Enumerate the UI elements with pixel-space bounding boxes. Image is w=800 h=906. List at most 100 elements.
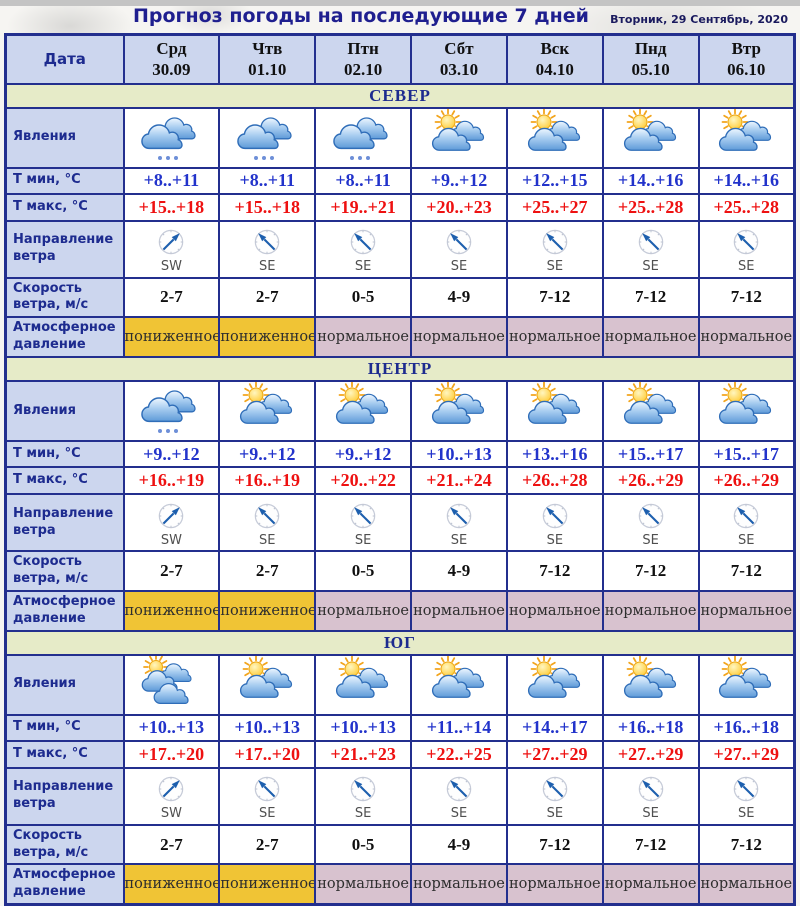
wind-speed-value: 7-12	[505, 550, 604, 592]
t-max-value: +25..+28	[697, 192, 796, 222]
weather-cell	[314, 106, 413, 169]
cloud-drizzle-icon	[231, 110, 303, 163]
wind-speed-value: 7-12	[697, 550, 796, 592]
t-min-value: +12..+15	[505, 166, 604, 195]
wind-direction-cell: SE	[410, 493, 508, 553]
wind-direction-cell: SW	[122, 766, 221, 826]
day-header-3: Сбт 03.10	[410, 33, 508, 85]
wind-direction-cell: SE	[601, 493, 700, 553]
day-name: Пнд	[634, 39, 667, 58]
wind-direction-label: SE	[354, 259, 372, 274]
day-name: Чтв	[252, 39, 283, 58]
t-min-value: +15..+17	[601, 440, 700, 469]
row-label-phenomena: Явления	[4, 653, 125, 716]
compass-arrow-icon	[156, 501, 186, 531]
t-max-value: +27..+29	[505, 739, 604, 769]
compass-arrow-icon	[444, 774, 474, 804]
wind-direction-label: SE	[450, 806, 468, 822]
wind-direction-label: SE	[738, 532, 755, 548]
wind-direction-label: SE	[642, 259, 659, 274]
section-band-row: СЕВЕР	[4, 82, 796, 109]
t-min-value: +9..+12	[410, 166, 508, 195]
row-label-phenomena: Явления	[4, 380, 125, 443]
t-min-value: +9..+12	[122, 440, 221, 469]
weather-cell	[314, 653, 413, 716]
wind-speed-value: 4-9	[410, 823, 508, 866]
wind-speed-value: 7-12	[697, 823, 796, 866]
wind-speed-value: 0-5	[314, 276, 413, 319]
t-max-value: +27..+29	[697, 739, 796, 769]
t-min-value: +9..+12	[218, 440, 317, 469]
t-min-row: Т мин, °С +10..+13 +10..+13 +10..+13 +11..+1…	[4, 713, 796, 742]
t-min-value: +14..+17	[505, 713, 604, 742]
day-date: 05.10	[631, 60, 670, 80]
day-date: 02.10	[343, 60, 383, 80]
t-min-row: Т мин, °С +8..+11 +8..+11 +8..+11 +9..+12 +12…	[4, 166, 796, 195]
wind-speed-value: 2-7	[218, 276, 317, 319]
wind-speed-value: 4-9	[410, 276, 508, 319]
wind-speed-row: Скорость ветра, м/с 2-7 2-7 0-5 4-9 7-12 7-12 7…	[4, 823, 796, 866]
t-max-value: +17..+20	[122, 739, 221, 769]
pressure-value: нормальное	[505, 316, 604, 359]
row-label-t_max: Т макс, °С	[4, 466, 125, 496]
wind-direction-cell: SE	[314, 766, 413, 826]
day-name: Срд	[156, 39, 187, 58]
row-label-wind_dir: Направление ветра	[4, 766, 125, 826]
weather-cell	[505, 380, 604, 443]
t-min-value: +11..+14	[410, 713, 508, 742]
t-min-value: +10..+13	[122, 713, 221, 742]
compass-arrow-icon	[444, 227, 474, 257]
t-max-value: +16..+19	[122, 466, 221, 496]
pressure-value: нормальное	[697, 316, 796, 359]
t-min-value: +10..+13	[410, 440, 508, 469]
wind-direction-label: SE	[546, 259, 564, 274]
compass-arrow-icon	[636, 227, 666, 257]
t-max-value: +17..+20	[218, 739, 317, 769]
pressure-row: Атмосферное давление пониженное пониженное…	[4, 316, 796, 359]
t-max-value: +20..+23	[410, 192, 508, 222]
sun-cloud-icon	[423, 656, 495, 710]
t-min-value: +10..+13	[218, 713, 317, 742]
date-label-cell: Дата	[4, 33, 125, 85]
row-label-phenomena: Явления	[4, 106, 125, 169]
wind-speed-value: 2-7	[218, 823, 317, 866]
t-max-value: +20..+22	[314, 466, 413, 496]
weather-cell	[410, 106, 508, 169]
t-max-value: +27..+29	[601, 739, 700, 769]
wind-direction-cell: SE	[505, 219, 604, 279]
t-max-value: +19..+21	[314, 192, 413, 222]
row-label-wind_dir: Направление ветра	[4, 493, 125, 553]
wind-speed-value: 2-7	[122, 823, 221, 866]
t-min-value: +8..+11	[122, 166, 221, 195]
phenomena-row: Явления	[4, 380, 796, 443]
pressure-value: пониженное	[218, 316, 317, 359]
t-min-value: +16..+18	[601, 713, 700, 742]
t-max-value: +15..+18	[218, 192, 317, 222]
wind-direction-cell: SE	[314, 219, 413, 279]
wind-direction-label: SE	[450, 259, 468, 274]
section-title: ЦЕНТР	[4, 356, 796, 383]
cloud-drizzle-icon	[135, 110, 207, 163]
pressure-value: пониженное	[218, 589, 317, 632]
compass-arrow-icon	[731, 774, 761, 804]
compass-arrow-icon	[156, 227, 186, 257]
sun-cloud-icon	[423, 109, 495, 163]
wind-direction-cell: SE	[505, 493, 604, 553]
t-min-value: +10..+13	[314, 713, 413, 742]
wind-speed-value: 7-12	[697, 276, 796, 319]
t-max-row: Т макс, °С +16..+19 +16..+19 +20..+22 +21..+…	[4, 466, 796, 496]
t-min-value: +8..+11	[314, 166, 413, 195]
forecast-table: Дата Срд 30.09 Чтв 01.10 Птн 02.10 Сбт 0…	[4, 33, 796, 906]
day-header-6: Втр 06.10	[697, 33, 796, 85]
compass-arrow-icon	[636, 501, 666, 531]
wind-direction-row: Направление ветра SW SE SE SE SE SE SE	[4, 493, 796, 553]
wind-direction-label: SE	[259, 259, 276, 274]
t-max-value: +25..+28	[601, 192, 700, 222]
row-label-wind_dir: Направление ветра	[4, 219, 125, 279]
weather-cell	[697, 380, 796, 443]
weather-cell	[218, 653, 317, 716]
day-name: Сбт	[444, 39, 474, 58]
compass-arrow-icon	[348, 227, 378, 257]
compass-arrow-icon	[156, 774, 186, 804]
t-min-value: +14..+16	[601, 166, 700, 195]
